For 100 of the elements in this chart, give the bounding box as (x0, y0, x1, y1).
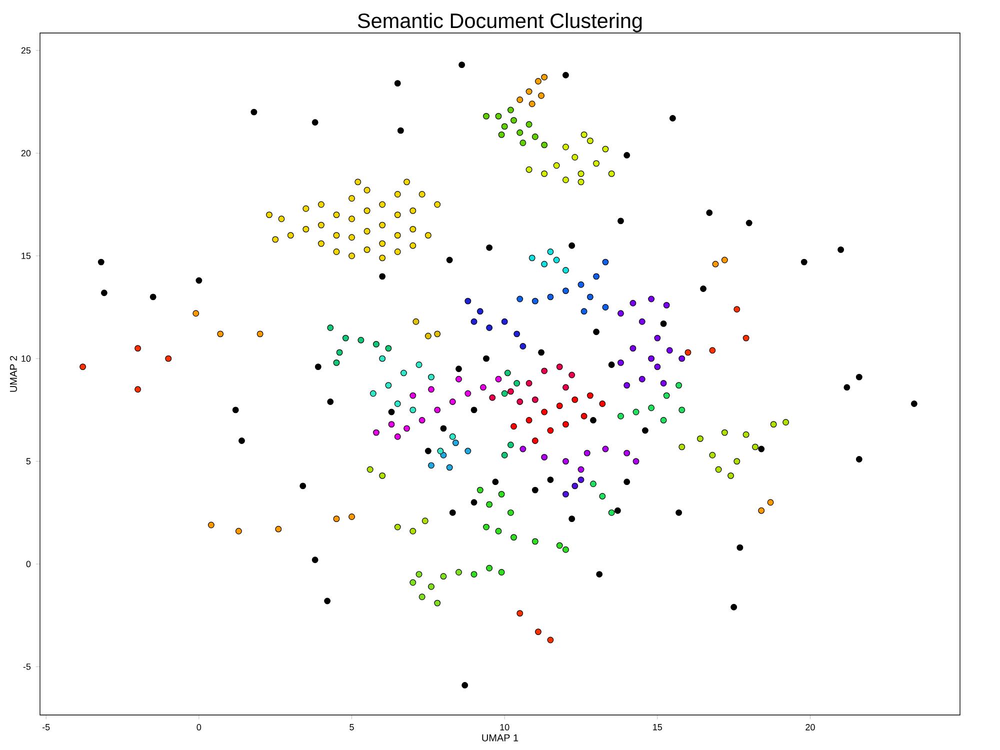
point (526, 380, 532, 386)
point (452, 440, 459, 446)
point (593, 273, 600, 280)
point (333, 516, 340, 522)
point (706, 210, 713, 216)
point (638, 376, 646, 382)
point (654, 364, 661, 370)
point (312, 556, 318, 564)
point (300, 482, 306, 490)
point (410, 406, 416, 414)
point (238, 438, 245, 444)
x-tick-label: -5 (42, 724, 50, 730)
point (379, 201, 386, 208)
point (730, 604, 738, 610)
point (385, 345, 392, 352)
point (678, 444, 686, 450)
point (424, 448, 432, 454)
point (800, 258, 808, 266)
point (593, 328, 600, 336)
point (318, 240, 324, 247)
point (372, 340, 380, 348)
point (541, 142, 548, 148)
point (556, 542, 563, 549)
point (572, 482, 578, 490)
point (342, 334, 349, 342)
point (446, 464, 453, 471)
point (520, 446, 526, 452)
point (618, 310, 624, 317)
point (584, 450, 590, 456)
point (541, 260, 548, 268)
x-tick-label: 5 (350, 724, 354, 730)
point (541, 368, 548, 374)
point (348, 195, 355, 202)
point (404, 178, 410, 186)
point (532, 134, 538, 140)
point (235, 528, 242, 534)
point (578, 281, 584, 288)
point (418, 594, 426, 600)
point (516, 129, 524, 136)
point (449, 398, 456, 405)
point (266, 212, 272, 218)
point (440, 425, 447, 432)
point (394, 524, 401, 530)
point (578, 178, 584, 186)
point (464, 298, 472, 304)
point (250, 108, 258, 116)
point (599, 400, 606, 407)
point (593, 160, 600, 167)
point (632, 458, 640, 465)
y-tick-label: 20 (21, 150, 31, 156)
point (492, 478, 499, 486)
point (464, 390, 472, 397)
point (388, 408, 395, 416)
point (327, 398, 334, 405)
point (547, 294, 554, 300)
point (501, 452, 508, 458)
point (516, 96, 524, 103)
point (526, 121, 532, 128)
point (456, 569, 462, 576)
point (370, 390, 376, 397)
point (498, 569, 505, 576)
y-tick-label: 10 (22, 355, 31, 362)
point (434, 201, 441, 208)
point (489, 394, 496, 401)
point (580, 412, 588, 420)
point (232, 406, 239, 414)
point (526, 88, 532, 95)
point (562, 267, 569, 274)
point (486, 244, 493, 251)
point (630, 300, 636, 306)
point (394, 433, 401, 440)
point (410, 242, 416, 249)
point (134, 386, 142, 393)
point (486, 564, 493, 572)
point (572, 396, 578, 403)
point (663, 302, 670, 308)
point (562, 72, 569, 78)
point (648, 355, 655, 362)
point (580, 308, 588, 315)
point (510, 423, 517, 430)
point (192, 310, 200, 317)
point (547, 476, 554, 484)
point (501, 390, 508, 397)
point (495, 528, 502, 534)
point (470, 499, 478, 506)
point (333, 232, 340, 239)
point (654, 334, 661, 342)
point (379, 355, 386, 362)
point (476, 486, 484, 494)
point (618, 218, 624, 224)
point (562, 144, 569, 150)
point (734, 306, 740, 313)
point (394, 400, 401, 407)
point (547, 427, 554, 434)
point (327, 324, 334, 331)
point (312, 119, 318, 126)
point (287, 232, 294, 239)
point (318, 201, 324, 208)
point (520, 140, 526, 146)
point (80, 364, 86, 370)
